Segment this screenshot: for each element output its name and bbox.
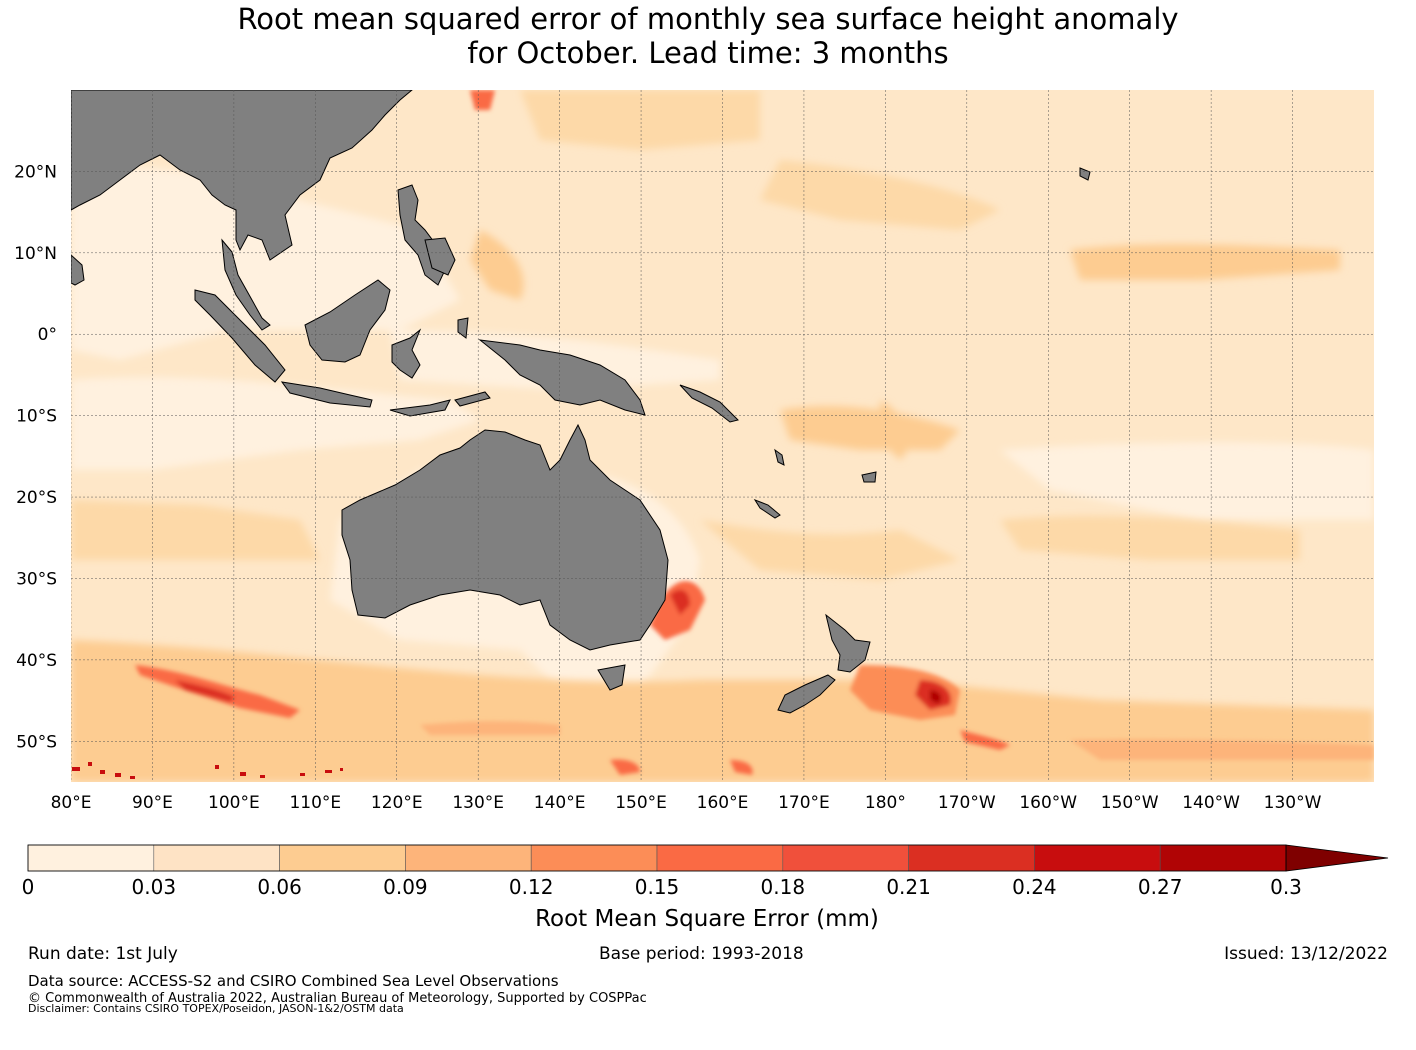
lon-label: 160°E xyxy=(697,793,749,813)
lon-label: 140°E xyxy=(534,793,586,813)
new-guinea xyxy=(478,339,646,416)
lon-label: 130°E xyxy=(452,793,504,813)
lon-label: 100°E xyxy=(208,793,260,813)
disclaimer: Disclaimer: Contains CSIRO TOPEX/Poseido… xyxy=(28,1002,404,1015)
lat-label: 0° xyxy=(38,325,57,345)
colorbar-tick: 0 xyxy=(22,875,35,899)
new-zealand-north xyxy=(825,613,871,673)
vanuatu xyxy=(774,448,785,466)
colorbar-tick: 0.18 xyxy=(761,875,806,899)
base-period: Base period: 1993-2018 xyxy=(599,944,804,964)
sri-lanka xyxy=(71,254,85,286)
halmahera xyxy=(457,317,469,339)
colorbar-cell xyxy=(27,844,155,872)
mindanao-islands xyxy=(424,237,456,276)
australia xyxy=(341,423,669,651)
hawaii xyxy=(1079,167,1091,181)
run-date: Run date: 1st July xyxy=(28,944,178,964)
lat-label: 40°S xyxy=(16,651,57,671)
lon-label: 180° xyxy=(865,793,906,813)
timor xyxy=(454,391,491,407)
lat-label: 10°S xyxy=(16,407,57,427)
java xyxy=(280,381,373,408)
colorbar-tick: 0.24 xyxy=(1012,875,1057,899)
lon-label: 80°E xyxy=(51,793,92,813)
colorbar-label: Root Mean Square Error (mm) xyxy=(535,906,879,932)
colorbar-tick-labels: 0 0.03 0.06 0.09 0.12 0.15 0.18 0.21 0.24 0.27 0.3 xyxy=(22,875,1302,899)
map-area xyxy=(71,90,1374,782)
colorbar-cell xyxy=(1159,844,1287,872)
map-title-line1: Root mean squared error of monthly sea s… xyxy=(237,2,1179,36)
lon-label: 170°W xyxy=(938,793,996,813)
map-title-line2: for October. Lead time: 3 months xyxy=(467,36,949,70)
longitude-labels: 80°E 90°E 100°E 110°E 120°E 130°E 140°E 150°E 16… xyxy=(51,793,1322,813)
borneo xyxy=(304,279,391,363)
lesser-sunda xyxy=(389,399,451,417)
colorbar-cell xyxy=(908,844,1035,872)
high-error-zones xyxy=(135,90,1374,775)
colorbar-cell xyxy=(782,844,909,872)
lat-label: 50°S xyxy=(16,732,57,752)
lon-label: 170°E xyxy=(778,793,830,813)
lat-label: 30°S xyxy=(16,569,57,589)
lon-label: 140°W xyxy=(1182,793,1240,813)
land-masses xyxy=(71,90,1091,714)
colorbar-tick: 0.06 xyxy=(257,875,302,899)
asia-mainland xyxy=(71,90,413,261)
lon-label: 90°E xyxy=(132,793,173,813)
colorbar-tick: 0.09 xyxy=(383,875,428,899)
colorbar-cell xyxy=(405,844,532,872)
lon-label: 150°W xyxy=(1101,793,1159,813)
lon-label: 120°E xyxy=(371,793,423,813)
colorbar-tick: 0.12 xyxy=(509,875,554,899)
colorbar-extend-arrow xyxy=(1285,844,1389,872)
lon-label: 150°E xyxy=(615,793,667,813)
solomon-islands xyxy=(679,384,739,423)
issued-date: Issued: 13/12/2022 xyxy=(1224,944,1388,964)
tasmania xyxy=(597,664,626,691)
colorbar-tick: 0.15 xyxy=(635,875,680,899)
colorbar-cell xyxy=(279,844,406,872)
data-source: Data source: ACCESS-S2 and CSIRO Combine… xyxy=(28,972,559,990)
new-caledonia xyxy=(753,498,781,519)
latitude-labels: 20°N 10°N 0° 10°S 20°S 30°S 40°S 50°S xyxy=(14,162,57,752)
colorbar-tick: 0.21 xyxy=(886,875,931,899)
lat-label: 20°N xyxy=(14,162,57,182)
colorbar-tick: 0.27 xyxy=(1138,875,1183,899)
southern-noise xyxy=(72,762,343,779)
lon-label: 110°E xyxy=(289,793,341,813)
colorbar-cells xyxy=(27,844,1287,872)
colorbar-tick: 0.3 xyxy=(1270,875,1302,899)
sulawesi xyxy=(391,328,422,379)
copyright: © Commonwealth of Australia 2022, Austra… xyxy=(28,991,647,1006)
lon-label: 130°W xyxy=(1264,793,1322,813)
colorbar-tick: 0.03 xyxy=(132,875,177,899)
colorbar-cell xyxy=(656,844,784,872)
lat-label: 10°N xyxy=(14,244,57,264)
colorbar-cell xyxy=(153,844,280,872)
fiji xyxy=(861,471,877,483)
map-gridlines xyxy=(71,90,1374,782)
colorbar-cell xyxy=(530,844,658,872)
sumatra xyxy=(194,289,286,383)
lat-label: 20°S xyxy=(16,488,57,508)
new-zealand-south xyxy=(777,674,836,714)
colorbar-cell xyxy=(1034,844,1161,872)
lon-label: 160°W xyxy=(1019,793,1077,813)
